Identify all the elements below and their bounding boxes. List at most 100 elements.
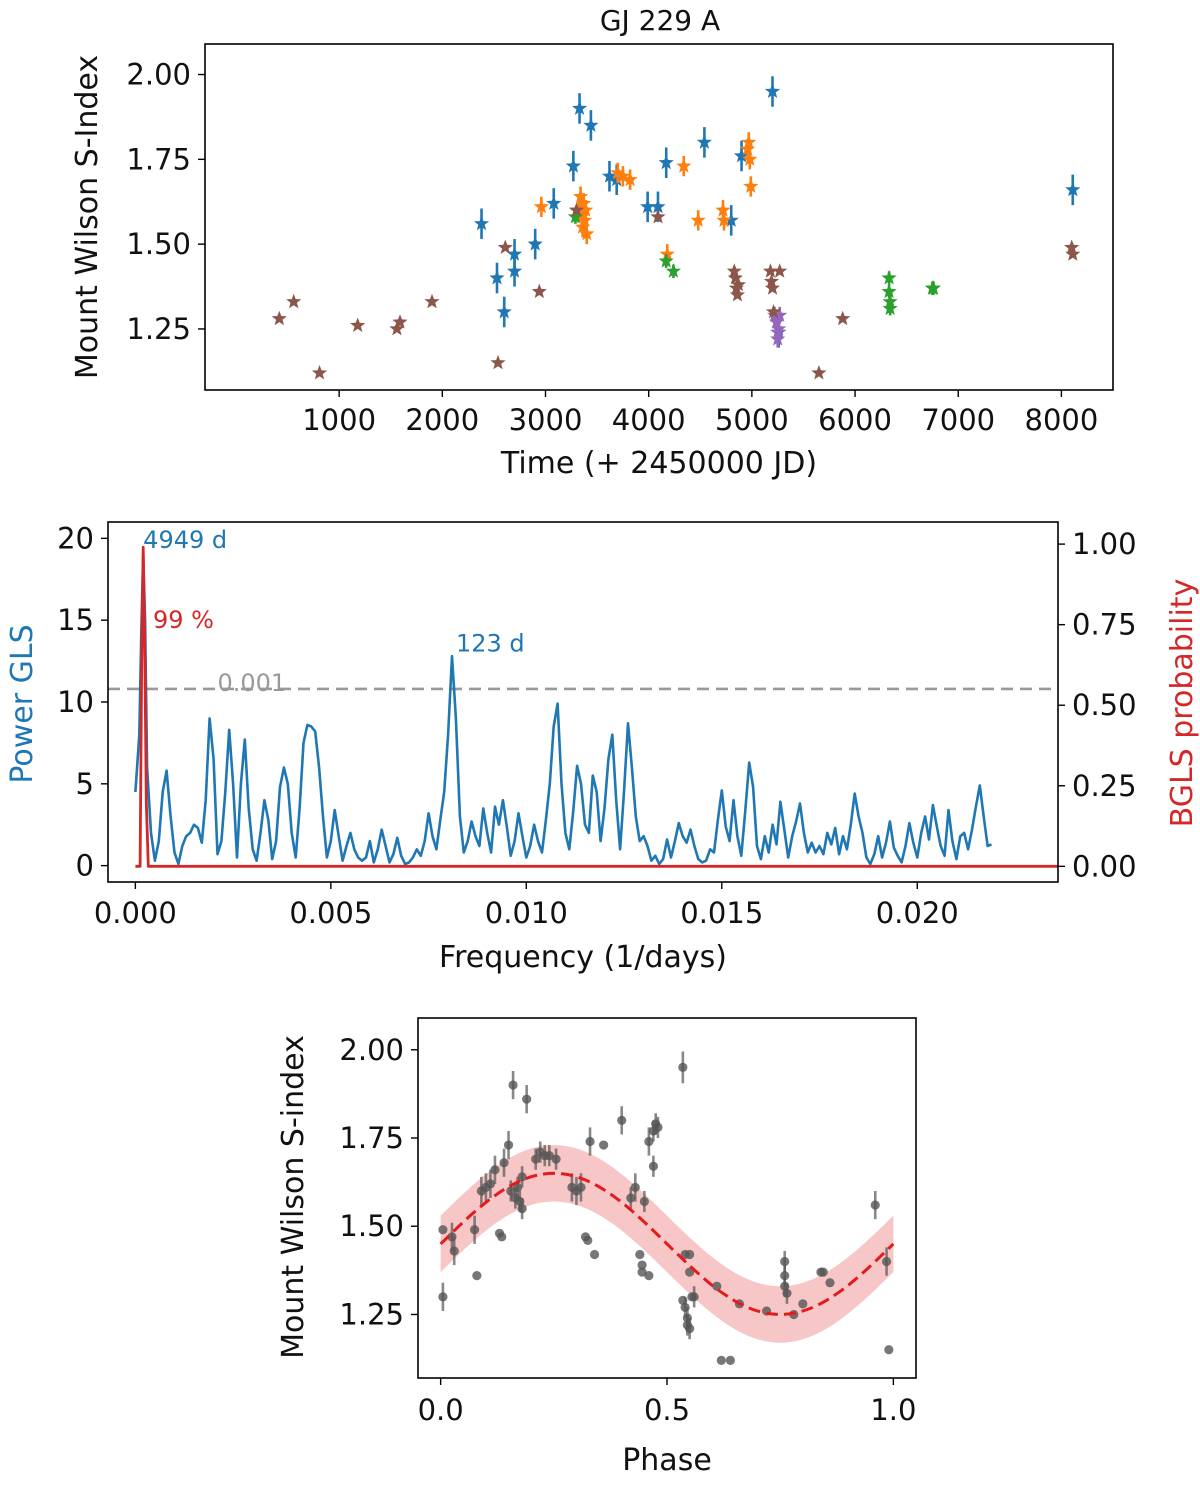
periodogram-y-right-tick-label: 0.75 xyxy=(1072,608,1137,642)
phase-point xyxy=(630,1182,640,1193)
timeseries-point xyxy=(424,293,440,309)
periodogram-y-tick-label: 20 xyxy=(57,521,94,555)
phase-point xyxy=(508,1080,518,1090)
periodogram-y-ticks-right: 0.00 0.25 0.50 0.75 1.00 xyxy=(1058,527,1137,883)
periodogram-x-tick-label: 0.010 xyxy=(485,896,568,930)
timeseries-point xyxy=(772,263,788,278)
phase-point xyxy=(881,1256,892,1267)
timeseries-point xyxy=(496,304,512,319)
timeseries-x-ticks: 1000 2000 3000 4000 5000 6000 7000 8000 xyxy=(302,390,1098,437)
phase-point xyxy=(499,1158,509,1168)
timeseries-point xyxy=(311,365,328,380)
timeseries-point xyxy=(531,283,547,299)
timeseries-x-tick-label: 5000 xyxy=(715,403,789,437)
phase-point xyxy=(531,1154,541,1164)
phase-point xyxy=(712,1281,722,1291)
timeseries-point xyxy=(772,307,788,322)
timeseries-frame xyxy=(204,43,1114,391)
phase-y-tick-label: 1.50 xyxy=(339,1209,404,1243)
phase-point xyxy=(780,1256,790,1267)
timeseries-point xyxy=(723,212,739,227)
timeseries-point xyxy=(578,202,594,217)
phase-point xyxy=(782,1288,792,1298)
periodogram-x-tick-label: 0.020 xyxy=(876,896,959,930)
phase-point xyxy=(472,1271,482,1281)
timeseries-point xyxy=(690,212,706,227)
phase-point xyxy=(438,1225,448,1235)
periodogram-y-ticks-left: 0 5 10 15 20 xyxy=(57,521,108,883)
periodogram-y-tick-label: 5 xyxy=(76,767,94,801)
phase-point xyxy=(503,1140,514,1150)
phase-point xyxy=(725,1355,735,1365)
timeseries-x-tick-label: 2000 xyxy=(405,403,479,437)
gls-power-line xyxy=(134,553,992,866)
phase-point xyxy=(449,1246,459,1256)
timeseries-point xyxy=(676,158,692,173)
timeseries-point xyxy=(527,236,543,251)
periodogram-y-right-tick-label: 0.00 xyxy=(1072,849,1137,883)
phase-x-ticks: 0.0 0.5 1.0 xyxy=(418,1378,916,1427)
phase-point xyxy=(689,1292,699,1302)
periodogram-y-right-tick-label: 0.50 xyxy=(1072,688,1137,722)
phase-point xyxy=(583,1235,593,1245)
phase-point xyxy=(637,1260,647,1270)
phase-point xyxy=(506,1186,516,1196)
timeseries-point xyxy=(392,314,408,329)
phase-point xyxy=(617,1115,627,1125)
timeseries-point xyxy=(742,151,758,166)
periodogram-x-label: Frequency (1/days) xyxy=(439,940,727,975)
timeseries-point xyxy=(506,246,523,261)
timeseries-x-tick-label: 4000 xyxy=(612,403,686,437)
timeseries-point xyxy=(497,239,513,254)
timeseries-point xyxy=(764,83,781,98)
phase-y-tick-label: 1.25 xyxy=(339,1297,404,1331)
timeseries-point xyxy=(473,215,490,231)
timeseries-x-tick-label: 1000 xyxy=(302,403,376,437)
timeseries-point xyxy=(881,283,897,299)
timeseries-point xyxy=(726,263,742,278)
timeseries-point xyxy=(568,202,585,217)
phase-point xyxy=(798,1299,808,1309)
timeseries-point xyxy=(835,310,851,326)
bgls-probability-line xyxy=(135,545,1058,868)
timeseries-point xyxy=(622,171,638,187)
timeseries-point xyxy=(650,198,666,214)
phase-point xyxy=(497,1232,507,1242)
phase-point xyxy=(551,1154,561,1164)
periodogram-y-tick-label: 15 xyxy=(57,603,94,637)
timeseries-point xyxy=(650,209,666,224)
timeseries-point xyxy=(658,154,674,170)
phase-y-tick-label: 1.75 xyxy=(339,1121,404,1155)
timeseries-point xyxy=(727,270,743,285)
periodogram-y-tick-label: 0 xyxy=(76,849,94,883)
timeseries-point xyxy=(696,134,712,149)
periodogram-x-tick-label: 0.005 xyxy=(289,896,372,930)
phase-point xyxy=(716,1355,726,1365)
timeseries-point xyxy=(741,134,757,149)
timeseries-point xyxy=(579,226,595,241)
periodogram-y-right-tick-label: 1.00 xyxy=(1072,527,1137,561)
phase-point xyxy=(469,1225,480,1235)
phase-point xyxy=(644,1271,654,1281)
timeseries-point xyxy=(658,253,674,268)
timeseries-point xyxy=(615,168,631,183)
phase-point xyxy=(544,1151,554,1161)
phase-y-label: Mount Wilson S-index xyxy=(276,1035,311,1359)
timeseries-point xyxy=(640,198,656,214)
phase-x-tick-label: 0.0 xyxy=(418,1393,464,1427)
timeseries-y-ticks: 1.25 1.50 1.75 2.00 xyxy=(126,58,205,346)
phase-point xyxy=(490,1165,500,1175)
timeseries-point xyxy=(925,280,942,295)
phase-point xyxy=(653,1122,663,1133)
phase-x-label: Phase xyxy=(622,1443,712,1478)
timeseries-point xyxy=(583,117,599,132)
timeseries-x-tick-label: 8000 xyxy=(1025,403,1099,437)
phase-point xyxy=(517,1172,527,1182)
timeseries-x-tick-label: 3000 xyxy=(509,403,583,437)
timeseries-point xyxy=(489,270,505,285)
phase-panel: 0.0 0.5 1.0 1.25 1.50 1.75 2.00 Phase Mount W… xyxy=(276,1017,917,1478)
phase-point xyxy=(644,1136,654,1147)
timeseries-x-tick-label: 7000 xyxy=(921,403,995,437)
phase-point xyxy=(485,1179,496,1189)
